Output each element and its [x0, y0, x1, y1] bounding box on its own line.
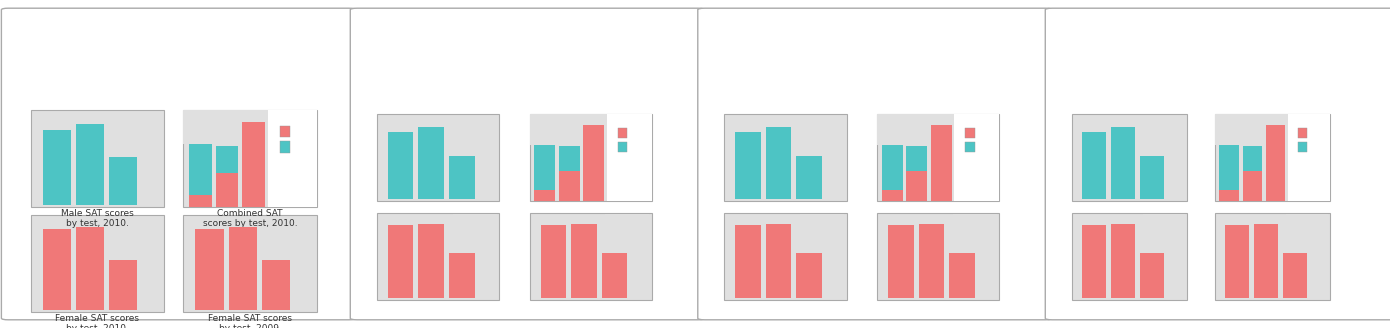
Text: ***: ***	[1315, 200, 1336, 214]
Text: Gran.;
Temp.: Gran.; Temp.	[632, 193, 671, 221]
Text: Female SAT scores
by test, 2009.: Female SAT scores by test, 2009.	[208, 314, 292, 328]
Text: edge weighting by cost
(depicted as line width): edge weighting by cost (depicted as line…	[794, 13, 956, 43]
Text: Gran.: Gran.	[498, 168, 531, 181]
Text: Dim.: Dim.	[367, 200, 396, 214]
Text: Male SAT scores
by test, 2010.: Male SAT scores by test, 2010.	[61, 209, 133, 228]
Text: Combined SAT
scores by test, 2010.: Combined SAT scores by test, 2010.	[203, 209, 297, 228]
Text: edge weighting by type
(depicted as *): edge weighting by type (depicted as *)	[1140, 13, 1305, 43]
Text: input visualizations
(with attribute values): input visualizations (with attribute val…	[101, 13, 256, 43]
Text: *: *	[1079, 198, 1087, 216]
Text: ***: ***	[1190, 133, 1212, 147]
Text: Dim.;
Temp: Dim.; Temp	[524, 188, 555, 215]
Text: Gran.
Temp: Gran. Temp	[473, 186, 506, 214]
Text: *: *	[1197, 264, 1205, 282]
Text: Female SAT scores
by test, 2010.: Female SAT scores by test, 2010.	[56, 314, 139, 328]
Text: edge labelling
(by type): edge labelling (by type)	[478, 13, 577, 43]
Text: Temp.: Temp.	[496, 267, 532, 280]
